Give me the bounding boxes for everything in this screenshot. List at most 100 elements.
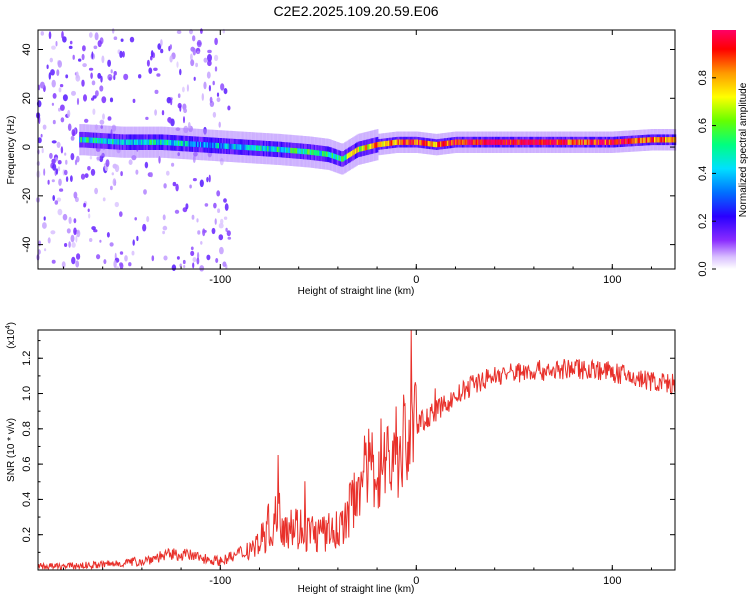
ridge-core xyxy=(398,139,401,145)
ridge-core xyxy=(479,139,482,145)
ridge-core xyxy=(275,146,277,152)
colorbar: 0.0 0.2 0.4 0.6 0.8 Normalized spectral ampl… xyxy=(697,30,749,277)
ridge-core xyxy=(84,137,87,143)
ridge-core xyxy=(197,141,199,148)
noise-speck xyxy=(101,55,105,64)
ridge-core xyxy=(403,139,405,145)
noise-speck xyxy=(206,176,209,183)
ridge-core xyxy=(533,139,535,145)
noise-speck xyxy=(62,94,68,102)
ridge-core xyxy=(667,137,670,143)
noise-speck xyxy=(212,111,217,118)
ridge-core xyxy=(326,151,328,157)
ridge-core xyxy=(134,139,136,145)
noise-speck xyxy=(57,166,61,172)
noise-speck xyxy=(81,79,85,87)
ridge-core xyxy=(629,138,631,144)
ridge-core xyxy=(596,139,598,145)
ridge-core xyxy=(194,141,196,147)
ridge-core xyxy=(671,137,674,143)
ridge-core xyxy=(457,139,460,145)
ridge-core xyxy=(659,137,662,143)
ridge-core xyxy=(183,140,185,147)
ridge-core xyxy=(330,152,332,158)
noise-speck xyxy=(80,173,86,180)
noise-speck xyxy=(208,174,211,183)
noise-speck xyxy=(196,50,200,55)
noise-speck xyxy=(94,187,98,195)
noise-speck xyxy=(136,235,139,242)
noise-speck xyxy=(208,85,211,92)
ridge-core xyxy=(637,137,640,144)
ridge-core xyxy=(534,139,537,145)
ridge-core xyxy=(176,140,179,146)
ridge-core xyxy=(131,139,133,145)
spectrogram-marks xyxy=(35,28,677,272)
ridge-core xyxy=(301,148,303,155)
noise-speck xyxy=(196,218,199,223)
snr-y-tick-label: 1.2 xyxy=(21,351,33,366)
snr-y-scale: (x104) xyxy=(5,322,17,349)
noise-speck xyxy=(49,57,53,63)
noise-speck xyxy=(109,242,114,247)
noise-speck xyxy=(214,54,219,62)
ridge-core xyxy=(154,139,157,145)
ridge-core xyxy=(322,150,324,157)
noise-speck xyxy=(52,163,57,171)
ridge-core xyxy=(305,149,308,155)
ridge-core xyxy=(500,139,502,145)
ridge-core xyxy=(280,147,283,153)
ridge-core xyxy=(108,138,110,144)
spectrogram-y-tick-label: -20 xyxy=(21,188,33,204)
ridge-core xyxy=(87,137,89,143)
ridge-core xyxy=(205,142,207,148)
ridge-core xyxy=(514,139,516,145)
noise-speck xyxy=(227,105,231,111)
ridge-core xyxy=(124,139,126,145)
ridge-core xyxy=(574,139,577,145)
ridge-core xyxy=(530,139,533,145)
noise-speck xyxy=(82,63,87,68)
noise-speck xyxy=(191,214,195,220)
ridge-core xyxy=(547,139,549,145)
ridge-core xyxy=(145,139,147,145)
ridge-core xyxy=(460,139,463,145)
noise-speck xyxy=(57,208,63,216)
noise-speck xyxy=(100,75,103,83)
noise-speck xyxy=(75,235,78,243)
noise-speck xyxy=(66,228,71,234)
ridge-core xyxy=(212,142,214,149)
ridge-core xyxy=(113,139,116,145)
noise-speck xyxy=(106,232,110,238)
noise-speck xyxy=(75,71,79,79)
ridge-core xyxy=(413,139,416,145)
noise-speck xyxy=(156,73,161,77)
ridge-core xyxy=(357,146,360,153)
noise-speck xyxy=(207,49,212,54)
noise-speck xyxy=(56,141,61,148)
ridge-core xyxy=(531,139,534,145)
noise-speck xyxy=(62,213,68,221)
ridge-core xyxy=(316,150,319,156)
spectrogram-frame xyxy=(37,29,676,270)
ridge-core xyxy=(302,148,305,155)
ridge-core xyxy=(187,141,190,147)
noise-speck xyxy=(67,109,71,118)
ridge-core xyxy=(597,139,600,145)
noise-speck xyxy=(217,208,221,213)
ridge-core xyxy=(670,137,673,143)
ridge-core xyxy=(312,149,314,156)
noise-speck xyxy=(51,179,55,183)
ridge-core xyxy=(289,147,291,153)
ridge-core xyxy=(494,139,497,145)
ridge-core xyxy=(483,139,486,145)
ridge-core xyxy=(485,139,487,145)
ridge-core xyxy=(261,145,264,152)
ridge-core xyxy=(442,141,445,147)
noise-speck xyxy=(84,173,89,179)
ridge-core xyxy=(236,144,239,150)
ridge-core xyxy=(348,152,350,159)
noise-speck xyxy=(128,159,133,165)
ridge-core xyxy=(315,150,317,156)
ridge-core xyxy=(525,139,527,145)
